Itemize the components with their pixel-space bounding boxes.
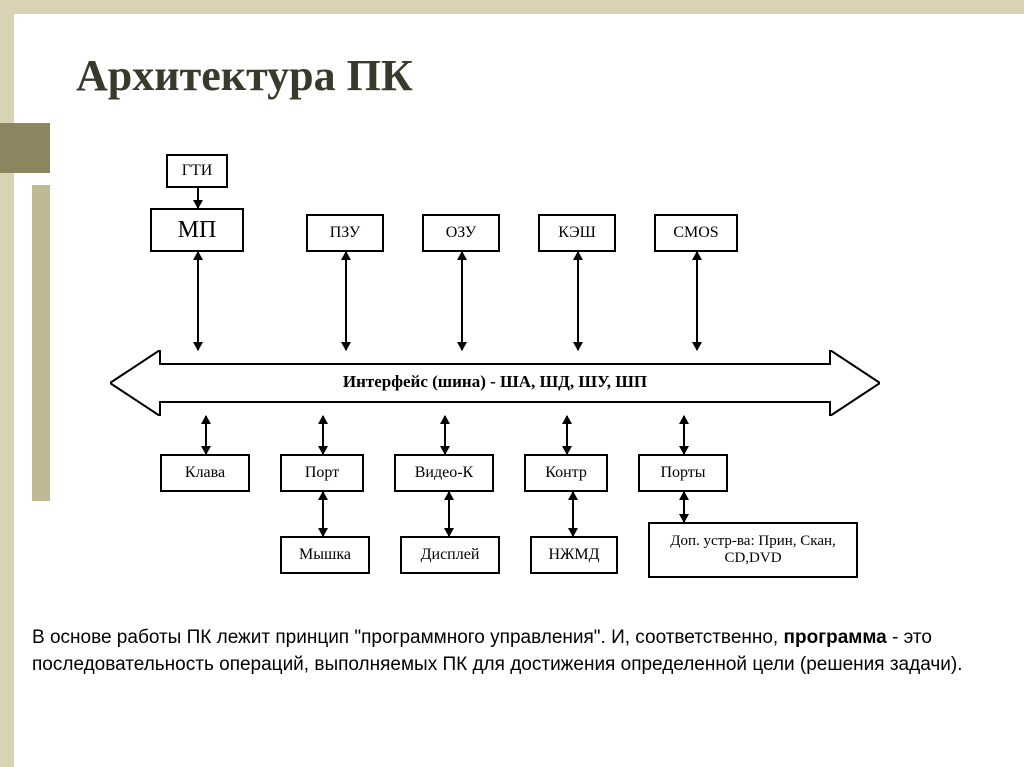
connector-port-mouse <box>322 492 324 536</box>
connector-video-disp <box>448 492 450 536</box>
connector-bus-kontr <box>566 416 568 454</box>
connector-kontr-hdd <box>572 492 574 536</box>
connector-cache-bus <box>577 252 579 350</box>
node-ports: Порты <box>638 454 728 492</box>
connector-mp-bus <box>197 252 199 350</box>
node-cmos: CMOS <box>654 214 738 252</box>
bus-arrow: Интерфейс (шина) - ША, ШД, ШУ, ШП <box>110 350 880 416</box>
connector-cmos-bus <box>696 252 698 350</box>
decor-left-strip <box>0 0 14 767</box>
slide: Архитектура ПК Интерфейс (шина) - ША, ШД… <box>0 0 1024 767</box>
caption-pre: В основе работы ПК лежит принцип "програ… <box>32 627 784 648</box>
connector-ports-extra <box>683 492 685 522</box>
node-disp: Дисплей <box>400 536 500 574</box>
node-cache: КЭШ <box>538 214 616 252</box>
connector-gti-mp <box>197 188 199 208</box>
node-hdd: НЖМД <box>530 536 618 574</box>
architecture-diagram: Интерфейс (шина) - ША, ШД, ШУ, ШП ГТИ МП П… <box>80 148 912 596</box>
caption-text: В основе работы ПК лежит принцип "програ… <box>32 625 992 678</box>
node-port: Порт <box>280 454 364 492</box>
node-gti: ГТИ <box>166 154 228 188</box>
connector-bus-ports <box>683 416 685 454</box>
connector-pzu-bus <box>345 252 347 350</box>
decor-accent-square <box>0 123 50 173</box>
node-video: Видео-К <box>394 454 494 492</box>
connector-bus-port <box>322 416 324 454</box>
caption-bold: программа <box>784 627 887 648</box>
node-klava: Клава <box>160 454 250 492</box>
node-kontr: Контр <box>524 454 608 492</box>
connector-bus-video <box>444 416 446 454</box>
page-title: Архитектура ПК <box>76 50 413 101</box>
node-ozu: ОЗУ <box>422 214 500 252</box>
decor-accent-bar <box>32 185 50 501</box>
connector-ozu-bus <box>461 252 463 350</box>
node-mouse: Мышка <box>280 536 370 574</box>
node-extra: Доп. устр-ва: Прин, Скан, CD,DVD <box>648 522 858 578</box>
node-mp: МП <box>150 208 244 252</box>
node-pzu: ПЗУ <box>306 214 384 252</box>
bus-label: Интерфейс (шина) - ША, ШД, ШУ, ШП <box>110 372 880 392</box>
decor-top-strip <box>0 0 1024 14</box>
connector-bus-klava <box>205 416 207 454</box>
